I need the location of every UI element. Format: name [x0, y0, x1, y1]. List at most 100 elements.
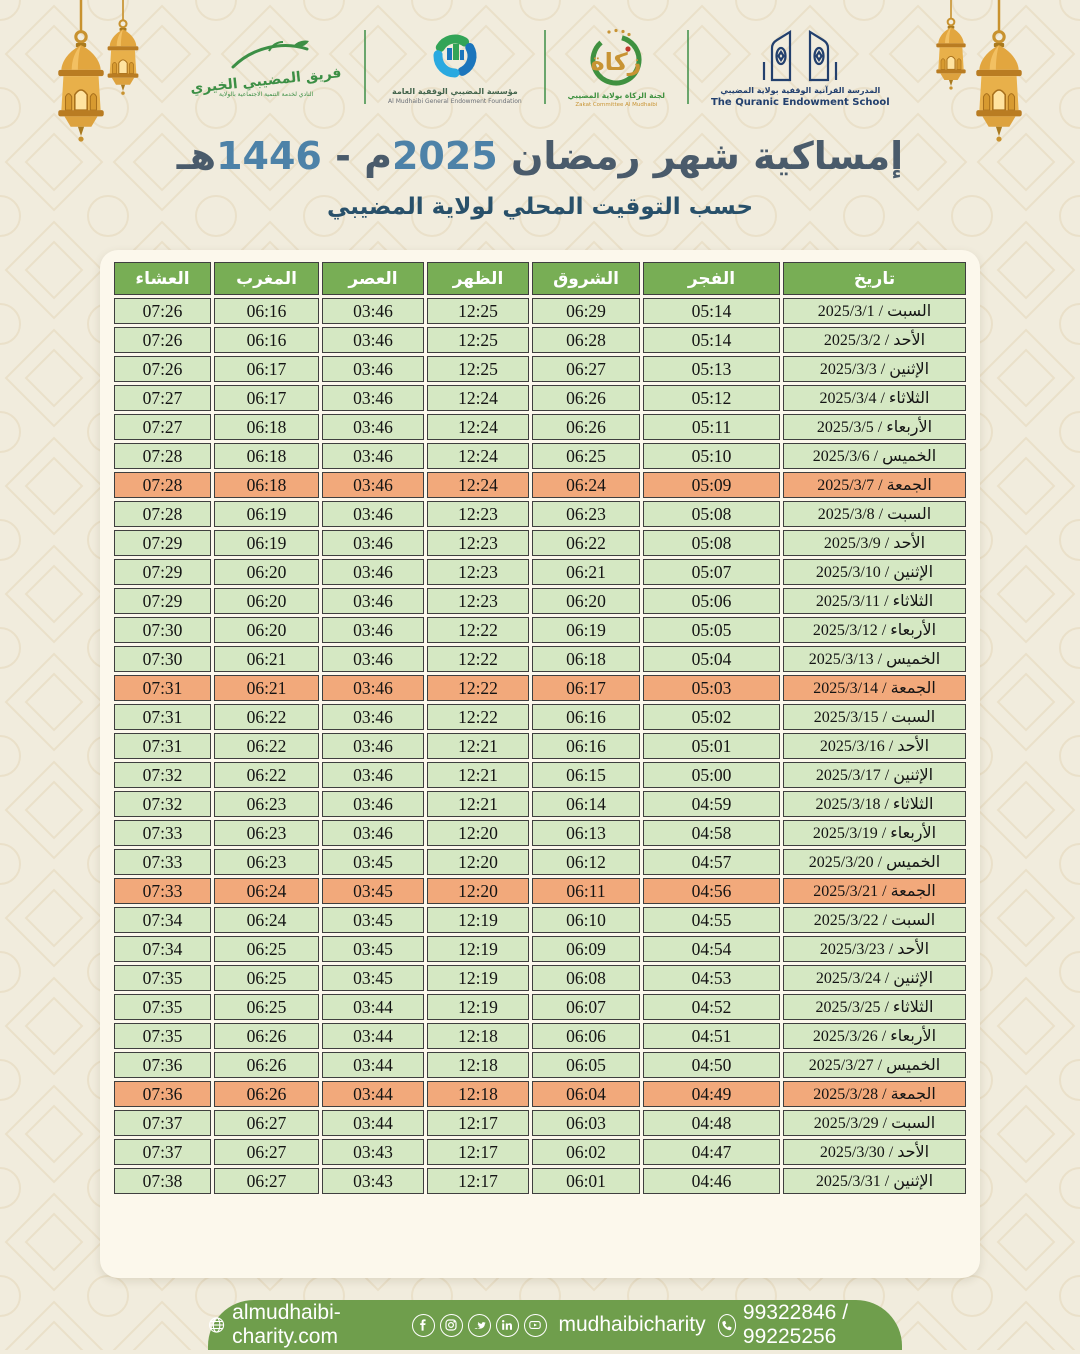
cell-fajr: 05:00 — [643, 762, 780, 788]
cell-dhuhr: 12:20 — [427, 820, 529, 846]
header-row: تاريخ الفجر الشروق الظهر العصر المغرب ال… — [114, 262, 966, 295]
cell-maghrib: 06:23 — [214, 791, 319, 817]
cell-isha: 07:35 — [114, 965, 211, 991]
cell-date: الأربعاء / 2025/3/12 — [783, 617, 966, 643]
cell-fajr: 05:03 — [643, 675, 780, 701]
cell-fajr: 05:02 — [643, 704, 780, 730]
cell-maghrib: 06:27 — [214, 1139, 319, 1165]
cell-maghrib: 06:22 — [214, 704, 319, 730]
cell-fajr: 05:12 — [643, 385, 780, 411]
title-prefix: إمساكية شهر رمضان — [497, 134, 904, 178]
cell-dhuhr: 12:18 — [427, 1052, 529, 1078]
header-maghrib: المغرب — [214, 262, 319, 295]
cell-maghrib: 06:20 — [214, 617, 319, 643]
cell-asr: 03:44 — [322, 1023, 424, 1049]
cell-date: الخميس / 2025/3/6 — [783, 443, 966, 469]
table-row: السبت / 2025/3/8 05:08 06:23 12:23 03:46 06:1… — [114, 501, 966, 527]
cell-date: الخميس / 2025/3/27 — [783, 1052, 966, 1078]
cell-fajr: 05:07 — [643, 559, 780, 585]
cell-date: الخميس / 2025/3/20 — [783, 849, 966, 875]
table-row: الخميس / 2025/3/27 04:50 06:05 12:18 03:44 06… — [114, 1052, 966, 1078]
times-table-body: السبت / 2025/3/1 05:14 06:29 12:25 03:46 06:1… — [114, 298, 966, 1194]
cell-dhuhr: 12:18 — [427, 1081, 529, 1107]
cell-shurooq: 06:07 — [532, 994, 640, 1020]
cell-date: الثلاثاء / 2025/3/18 — [783, 791, 966, 817]
cell-asr: 03:46 — [322, 646, 424, 672]
linkedin-icon — [495, 1313, 519, 1337]
cell-maghrib: 06:20 — [214, 588, 319, 614]
cell-shurooq: 06:11 — [532, 878, 640, 904]
cell-dhuhr: 12:23 — [427, 588, 529, 614]
table-row: الثلاثاء / 2025/3/4 05:12 06:26 12:24 03:46 0… — [114, 385, 966, 411]
cell-isha: 07:29 — [114, 530, 211, 556]
cell-fajr: 05:13 — [643, 356, 780, 382]
cell-date: الجمعة / 2025/3/7 — [783, 472, 966, 498]
cell-dhuhr: 12:20 — [427, 849, 529, 875]
cell-asr: 03:46 — [322, 443, 424, 469]
cell-fajr: 04:59 — [643, 791, 780, 817]
cell-dhuhr: 12:21 — [427, 791, 529, 817]
cell-isha: 07:27 — [114, 414, 211, 440]
cell-dhuhr: 12:17 — [427, 1168, 529, 1194]
cell-asr: 03:46 — [322, 675, 424, 701]
cell-shurooq: 06:20 — [532, 588, 640, 614]
cell-fajr: 04:46 — [643, 1168, 780, 1194]
cell-shurooq: 06:05 — [532, 1052, 640, 1078]
table-row: الخميس / 2025/3/20 04:57 06:12 12:20 03:45 06… — [114, 849, 966, 875]
cell-fajr: 05:08 — [643, 530, 780, 556]
cell-dhuhr: 12:23 — [427, 501, 529, 527]
cell-date: السبت / 2025/3/8 — [783, 501, 966, 527]
cell-isha: 07:35 — [114, 1023, 211, 1049]
cell-asr: 03:46 — [322, 733, 424, 759]
quranic-school-name-ar: المدرسة القرآنية الوقفية بولاية المضيبي — [720, 86, 881, 95]
cell-isha: 07:26 — [114, 298, 211, 324]
cell-fajr: 05:14 — [643, 327, 780, 353]
cell-maghrib: 06:20 — [214, 559, 319, 585]
cell-dhuhr: 12:20 — [427, 878, 529, 904]
cell-date: الأحد / 2025/3/23 — [783, 936, 966, 962]
cell-shurooq: 06:09 — [532, 936, 640, 962]
cell-asr: 03:46 — [322, 617, 424, 643]
table-row: الجمعة / 2025/3/28 04:49 06:04 12:18 03:44 06… — [114, 1081, 966, 1107]
cell-date: الثلاثاء / 2025/3/4 — [783, 385, 966, 411]
cell-date: الخميس / 2025/3/13 — [783, 646, 966, 672]
cell-date: الإثنين / 2025/3/10 — [783, 559, 966, 585]
cell-date: الثلاثاء / 2025/3/11 — [783, 588, 966, 614]
cell-isha: 07:27 — [114, 385, 211, 411]
zakat-caption-ar: لجنة الزكاة بولاية المضيبي — [567, 90, 665, 100]
cell-asr: 03:43 — [322, 1168, 424, 1194]
cell-date: الأحد / 2025/3/2 — [783, 327, 966, 353]
title-hijri-era: هـ — [176, 134, 217, 178]
logo-divider — [543, 30, 546, 104]
cell-fajr: 05:05 — [643, 617, 780, 643]
cell-date: الأحد / 2025/3/9 — [783, 530, 966, 556]
cell-maghrib: 06:18 — [214, 414, 319, 440]
table-row: السبت / 2025/3/22 04:55 06:10 12:19 03:45 06:… — [114, 907, 966, 933]
table-row: الخميس / 2025/3/6 05:10 06:25 12:24 03:46 06:… — [114, 443, 966, 469]
cell-asr: 03:46 — [322, 385, 424, 411]
cell-maghrib: 06:18 — [214, 472, 319, 498]
cell-asr: 03:46 — [322, 327, 424, 353]
cell-fajr: 04:54 — [643, 936, 780, 962]
cell-shurooq: 06:24 — [532, 472, 640, 498]
cell-dhuhr: 12:19 — [427, 907, 529, 933]
cell-asr: 03:46 — [322, 791, 424, 817]
cell-shurooq: 06:17 — [532, 675, 640, 701]
cell-shurooq: 06:14 — [532, 791, 640, 817]
cell-maghrib: 06:18 — [214, 443, 319, 469]
cell-maghrib: 06:25 — [214, 965, 319, 991]
cell-dhuhr: 12:24 — [427, 385, 529, 411]
cell-isha: 07:29 — [114, 559, 211, 585]
cell-fajr: 04:53 — [643, 965, 780, 991]
table-row: الثلاثاء / 2025/3/11 05:06 06:20 12:23 03:46… — [114, 588, 966, 614]
cell-asr: 03:45 — [322, 965, 424, 991]
globe-icon — [209, 1317, 225, 1333]
cell-asr: 03:43 — [322, 1139, 424, 1165]
zakat-caption-en: Zakat Committee Al Mudhaibi — [575, 101, 658, 108]
cell-date: الإثنين / 2025/3/17 — [783, 762, 966, 788]
cell-isha: 07:34 — [114, 907, 211, 933]
cell-shurooq: 06:25 — [532, 443, 640, 469]
cell-asr: 03:44 — [322, 1052, 424, 1078]
cell-dhuhr: 12:25 — [427, 298, 529, 324]
cell-isha: 07:26 — [114, 356, 211, 382]
